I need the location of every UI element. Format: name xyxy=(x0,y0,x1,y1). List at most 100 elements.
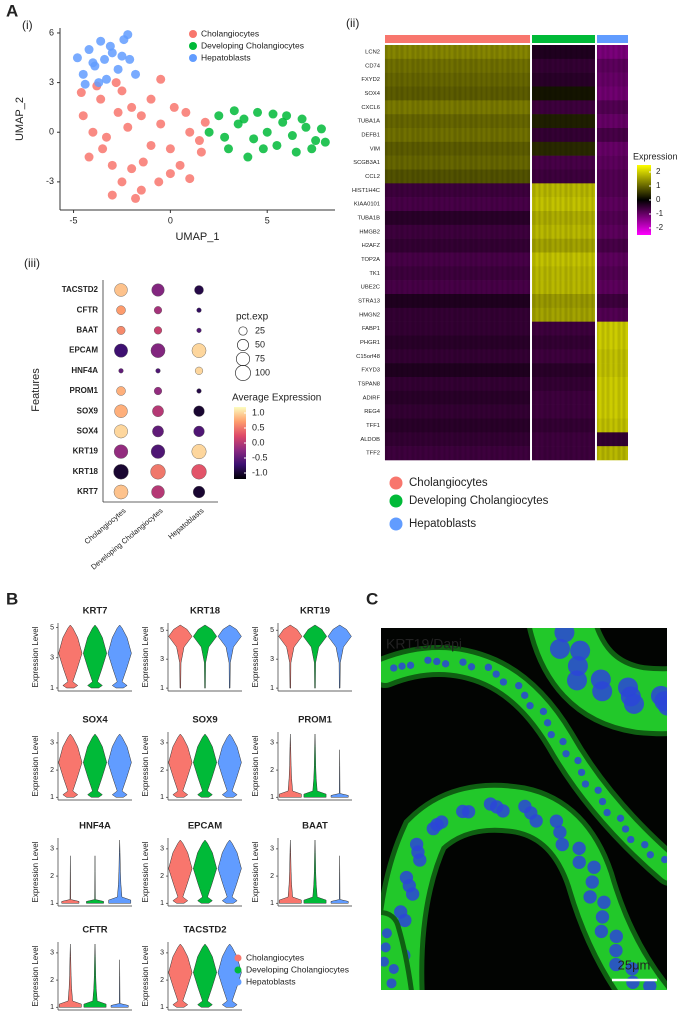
feature-label: TACSTD2 xyxy=(62,285,99,294)
scatter-point xyxy=(181,107,191,117)
nucleus xyxy=(399,870,414,885)
legend-label: Developing Cholangiocytes xyxy=(409,495,549,507)
violin xyxy=(83,943,107,1008)
scatter-point xyxy=(291,147,301,157)
heatmap-cell xyxy=(385,377,530,392)
violin xyxy=(86,855,104,904)
heatmap-cell xyxy=(597,404,628,419)
violin xyxy=(83,733,107,798)
panel-label: (ii) xyxy=(346,16,359,30)
heatmap-cell xyxy=(597,169,628,184)
nucleus xyxy=(594,924,609,939)
feature-label: KRT7 xyxy=(77,487,98,496)
scatter-point xyxy=(125,54,135,64)
nucleus xyxy=(603,808,611,817)
nucleus xyxy=(492,670,500,678)
nucleus xyxy=(562,750,570,758)
scatter-point xyxy=(185,127,195,137)
heatmap-cell xyxy=(385,349,530,364)
y-tick-label: 3 xyxy=(49,77,54,87)
gene-label: DEFB1 xyxy=(361,132,380,138)
nucleus xyxy=(543,719,552,727)
heatmap-cell xyxy=(532,141,595,156)
y-axis-label: Expression Level xyxy=(141,626,150,687)
y-tick-label: 3 xyxy=(50,950,54,957)
scatter-point xyxy=(138,157,148,167)
y-tick-label: 2 xyxy=(160,873,164,880)
y-tick-label: 3 xyxy=(50,655,54,662)
gene-label: C15orf48 xyxy=(356,354,380,360)
scatter-point xyxy=(169,102,179,112)
violin xyxy=(193,943,217,1008)
heatmap-cell xyxy=(597,197,628,212)
y-tick-label: 2 xyxy=(160,767,164,774)
dot xyxy=(191,343,207,358)
violin-title: BAAT xyxy=(302,821,328,832)
scatter-point xyxy=(175,160,185,170)
legend-swatch xyxy=(189,54,197,62)
nucleus xyxy=(406,661,415,670)
heatmap-cell xyxy=(385,155,530,170)
scatter-point xyxy=(272,140,282,150)
y-axis-label: Expression Level xyxy=(251,841,260,902)
violin xyxy=(58,943,82,1008)
scatter-point xyxy=(96,36,106,46)
nucleus xyxy=(398,662,406,670)
dot xyxy=(114,343,128,358)
nucleus xyxy=(459,658,467,666)
y-tick-label: 3 xyxy=(50,740,54,747)
y-tick-label: 3 xyxy=(270,846,274,853)
colorbar-label: -0.5 xyxy=(252,452,268,462)
scatter-point xyxy=(127,102,137,112)
y-tick-label: 5 xyxy=(160,627,164,634)
scatter-point xyxy=(223,144,233,154)
violin xyxy=(303,839,327,904)
nucleus xyxy=(645,992,658,1005)
scatter-point xyxy=(229,106,239,116)
heatmap-cell xyxy=(597,114,628,129)
nucleus xyxy=(583,890,597,904)
scatter-point xyxy=(268,109,278,119)
y-tick-label: 1 xyxy=(160,685,164,692)
nucleus xyxy=(581,780,590,788)
colorbar-label: 0.0 xyxy=(252,437,265,447)
violin-title: CFTR xyxy=(82,925,107,936)
violin xyxy=(278,624,303,689)
scatter-point xyxy=(307,144,317,154)
dot xyxy=(114,404,128,418)
heatmap-cell xyxy=(385,128,530,143)
nucleus xyxy=(434,815,449,829)
scatter-point xyxy=(101,74,111,84)
scatter-point xyxy=(194,136,204,146)
nucleus xyxy=(388,963,399,974)
nucleus xyxy=(560,606,580,626)
legend-dot xyxy=(235,351,251,367)
heatmap-cell xyxy=(385,224,530,239)
feature-label: SOX4 xyxy=(77,427,99,436)
nucleus xyxy=(555,837,569,852)
y-tick-label: 6 xyxy=(49,27,54,37)
dot xyxy=(153,306,163,315)
nucleus xyxy=(386,978,397,989)
colorbar-title: Expression xyxy=(633,151,678,161)
heatmap-cell xyxy=(532,183,595,198)
nucleus xyxy=(559,737,567,746)
violin xyxy=(303,624,327,689)
y-tick-label: 1 xyxy=(50,685,54,692)
scatter-point xyxy=(196,147,206,157)
heatmap-cell xyxy=(385,294,530,309)
scatter-point xyxy=(84,152,94,162)
y-tick-label: -3 xyxy=(46,176,54,186)
colorbar-label: 0.5 xyxy=(252,422,265,432)
dot xyxy=(114,283,128,297)
legend-label: 50 xyxy=(255,339,265,349)
y-tick-label: 1 xyxy=(50,900,54,907)
heatmap-cell xyxy=(597,363,628,378)
scatter-point xyxy=(165,169,175,179)
heatmap-cell xyxy=(597,349,628,364)
group-label: Hepatoblasts xyxy=(166,506,206,541)
violin-title: PROM1 xyxy=(298,715,333,726)
nucleus xyxy=(433,657,441,666)
colorbar xyxy=(234,407,246,479)
